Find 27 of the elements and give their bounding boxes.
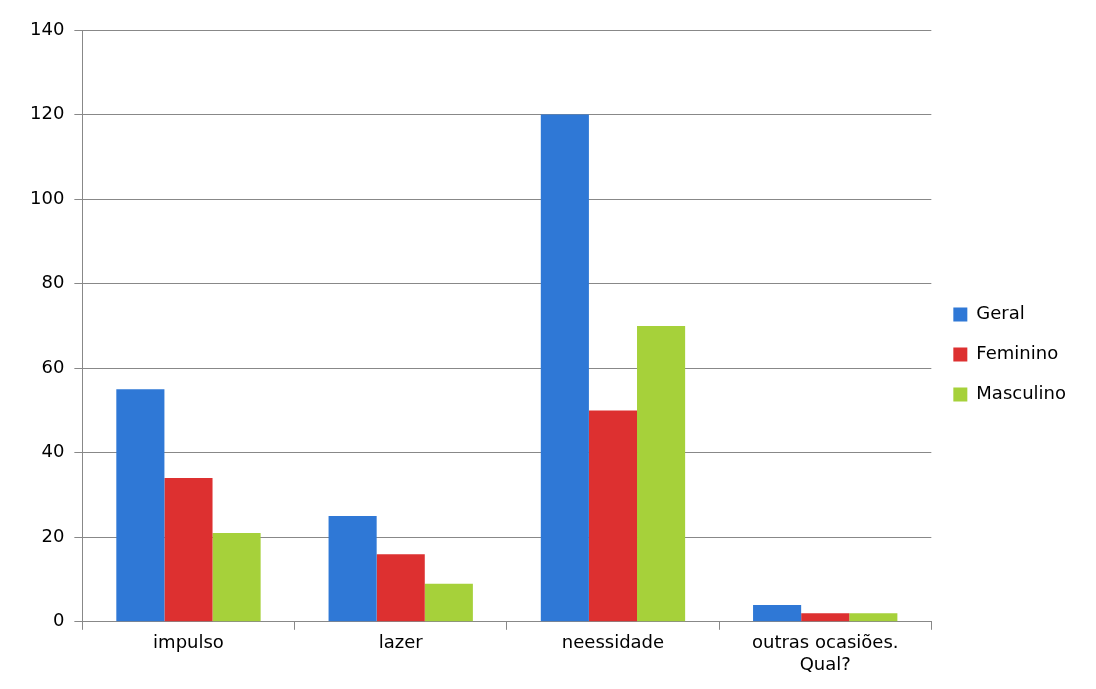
- bar: [164, 478, 213, 622]
- bar: [637, 325, 686, 622]
- x-tick-label: lazer: [378, 631, 424, 653]
- y-tick-label: 0: [52, 609, 65, 631]
- legend-label: Geral: [976, 302, 1025, 324]
- bar: [116, 389, 165, 622]
- legend-label: Masculino: [976, 382, 1067, 404]
- bar: [212, 533, 261, 622]
- y-tick-label: 60: [41, 355, 65, 377]
- y-tick-label: 100: [30, 186, 65, 208]
- bar: [588, 410, 638, 622]
- bar: [376, 554, 425, 622]
- y-tick-label: 120: [30, 102, 65, 124]
- legend-label: Feminino: [976, 342, 1059, 364]
- bar: [540, 114, 589, 622]
- x-tick-label: neessidade: [561, 631, 665, 653]
- x-tick-label: outras ocasiões. Qual?: [751, 631, 899, 674]
- bar: [753, 604, 802, 622]
- y-tick-label: 80: [41, 271, 65, 293]
- bar: [801, 613, 850, 622]
- y-tick-label: 20: [41, 524, 65, 546]
- bar: [424, 583, 473, 622]
- y-tick-label: 40: [41, 440, 65, 462]
- bar: [328, 516, 377, 622]
- bar: [849, 613, 898, 622]
- x-tick-label: impulso: [153, 631, 224, 653]
- y-tick-label: 140: [30, 17, 65, 39]
